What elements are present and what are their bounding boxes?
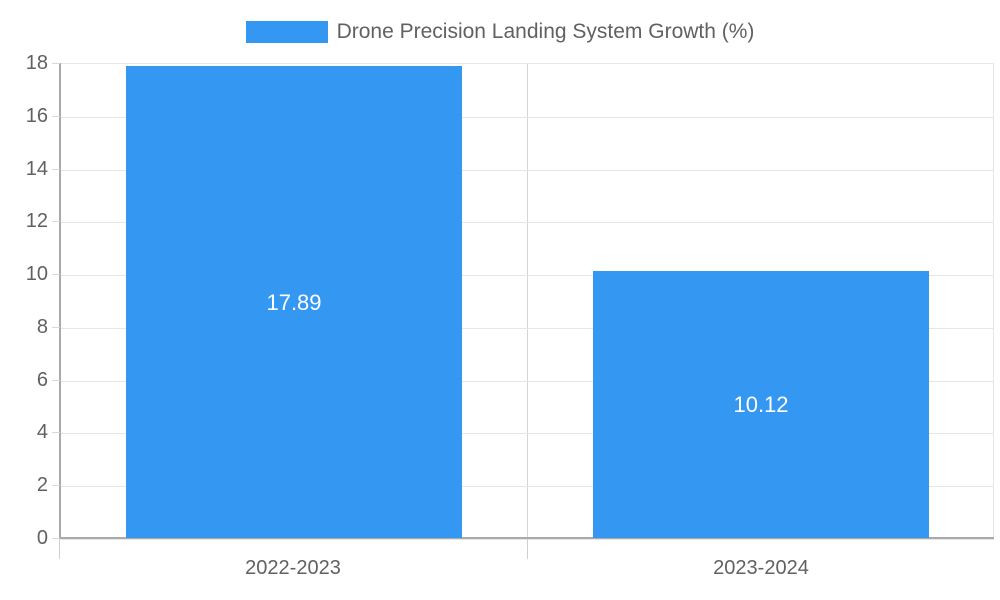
chart-legend: Drone Precision Landing System Growth (%… [0, 0, 1000, 63]
x-axis-tick-label: 2022-2023 [245, 557, 341, 579]
y-axis-tick-mark [52, 485, 60, 487]
y-axis-tick-mark [52, 168, 60, 170]
x-axis-center-tick [527, 539, 528, 559]
y-axis-tick-labels: 0 2 4 6 8 10 12 14 16 18 [0, 0, 48, 600]
gridline-horizontal [60, 433, 994, 435]
y-axis-tick-mark [52, 379, 60, 381]
legend-color-swatch-icon [245, 20, 328, 43]
y-axis-tick-label: 2 [36, 474, 48, 497]
gridline-horizontal [60, 380, 994, 382]
y-axis-tick-label: 0 [36, 527, 48, 549]
gridline-horizontal [60, 116, 994, 118]
x-axis-line [60, 537, 994, 539]
category-divider-gridline [527, 64, 528, 539]
y-axis-tick-label: 4 [36, 421, 48, 444]
gridline-horizontal [60, 327, 994, 329]
legend-item-series[interactable]: Drone Precision Landing System Growth (%… [245, 20, 755, 43]
y-axis-tick-label: 16 [25, 104, 48, 127]
y-axis-tick-label: 10 [25, 263, 48, 286]
y-axis-tick-mark [52, 432, 60, 434]
y-axis-tick-mark [52, 63, 60, 64]
y-axis-tick-label: 8 [36, 315, 48, 338]
y-axis-tick-mark [52, 221, 60, 223]
gridline-horizontal [60, 486, 994, 488]
legend-label: Drone Precision Landing System Growth (%… [336, 20, 755, 43]
y-axis-tick-mark [52, 538, 60, 539]
y-axis-tick-mark [52, 274, 60, 276]
bar-value-label: 17.89 [266, 290, 322, 315]
x-axis-tick-label: 2023-2024 [713, 557, 809, 579]
y-axis-tick-label: 18 [25, 52, 48, 74]
gridline-horizontal [60, 169, 994, 171]
bar-2022-2023[interactable] [126, 65, 462, 538]
y-axis-line [59, 63, 61, 539]
y-axis-tick-label: 12 [25, 210, 48, 233]
bar-value-label: 10.12 [733, 392, 789, 417]
y-axis-tick-label: 6 [36, 368, 48, 391]
gridline-horizontal [60, 222, 994, 224]
bar-2023-2024[interactable] [593, 270, 929, 538]
y-axis-tick-mark [52, 326, 60, 328]
y-axis-tick-mark [52, 115, 60, 117]
y-axis-origin-tick [59, 539, 60, 559]
y-axis-tick-label: 14 [25, 157, 48, 180]
gridline-horizontal [60, 275, 994, 277]
